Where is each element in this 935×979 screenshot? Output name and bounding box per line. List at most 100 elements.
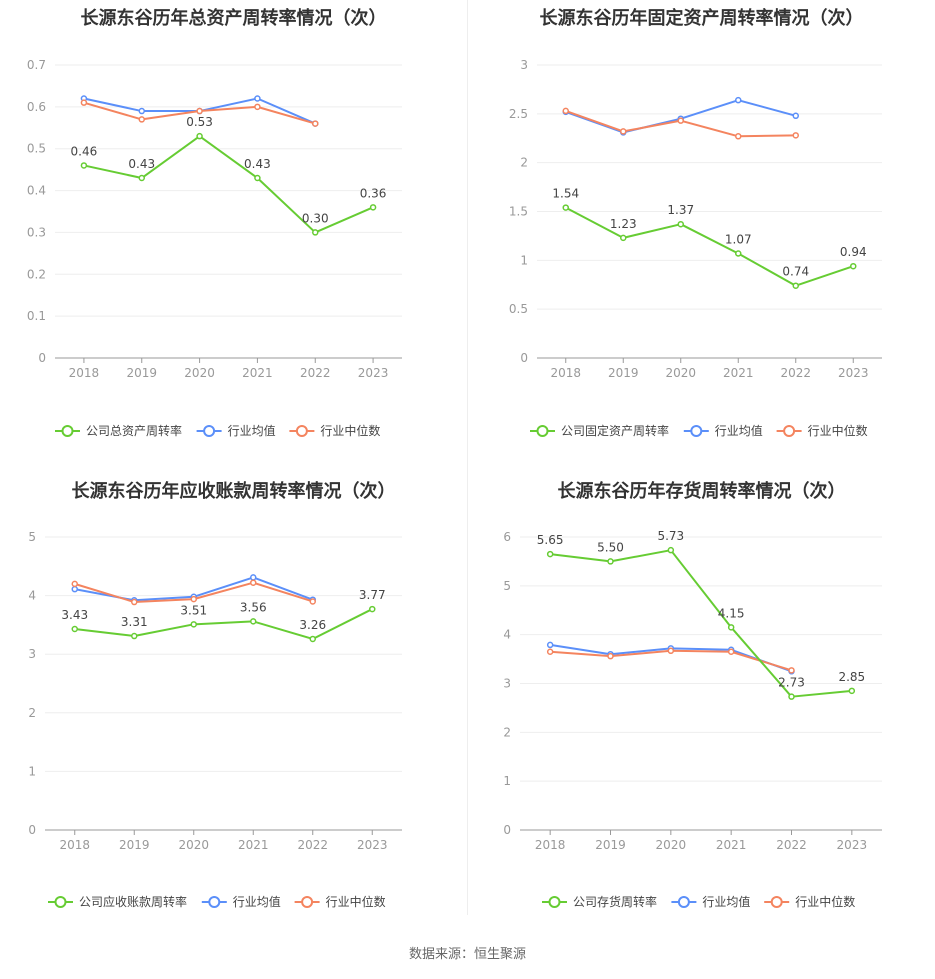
x-tick-label: 2018: [69, 366, 100, 380]
y-tick-label: 0.1: [27, 309, 46, 323]
legend-label: 公司存货周转率: [573, 894, 657, 909]
legend-label: 行业均值: [702, 894, 750, 909]
legend-label: 行业中位数: [326, 894, 386, 909]
legend-label: 公司固定资产周转率: [561, 423, 669, 438]
x-tick-label: 2020: [665, 366, 696, 380]
data-point: [138, 174, 145, 182]
x-tick-label: 2021: [716, 838, 747, 852]
y-tick-label: 0.5: [509, 302, 528, 316]
legend-item: 行业均值: [671, 894, 750, 909]
legend-item: 行业均值: [196, 423, 276, 438]
data-label: 0.30: [302, 211, 329, 225]
data-label: 0.94: [840, 245, 867, 259]
legend-label: 公司总资产周转率: [86, 423, 182, 438]
legend-swatch-marker: [203, 425, 216, 437]
y-tick-label: 3: [28, 647, 36, 661]
data-point: [848, 687, 856, 695]
data-point: [250, 574, 257, 581]
data-point: [792, 112, 799, 120]
legend-item: 行业中位数: [294, 894, 386, 909]
data-point: [71, 625, 78, 633]
series-line: [83, 135, 374, 234]
chart-title: 长源东谷历年存货周转率情况（次）: [557, 481, 846, 502]
x-tick-label: 2020: [656, 838, 687, 852]
data-point: [620, 234, 627, 242]
data-label: 2.73: [778, 676, 805, 690]
data-point: [250, 579, 257, 586]
data-label: 5.73: [657, 529, 684, 543]
data-point: [667, 546, 675, 554]
data-label: 0.46: [71, 144, 98, 158]
legend-label: 行业均值: [715, 423, 763, 438]
data-point: [788, 667, 795, 674]
data-point: [80, 99, 88, 106]
data-source-footer: 数据来源：恒生聚源: [408, 947, 526, 962]
y-tick-label: 2: [520, 156, 528, 170]
y-tick-label: 1: [520, 253, 528, 267]
data-point: [138, 107, 145, 115]
legend-swatch-marker: [770, 896, 783, 908]
data-label: 3.51: [180, 603, 207, 617]
legend-label: 行业中位数: [808, 423, 868, 438]
x-tick-label: 2022: [780, 366, 811, 380]
data-point: [71, 585, 78, 593]
data-point: [546, 641, 554, 649]
y-tick-label: 5: [503, 579, 511, 593]
y-tick-label: 3: [520, 58, 528, 72]
data-point: [369, 204, 377, 211]
x-tick-label: 2019: [595, 838, 626, 852]
x-tick-label: 2021: [723, 366, 754, 380]
legend-item: 行业均值: [201, 894, 281, 909]
y-tick-label: 4: [503, 628, 511, 642]
chart-panel-fixed-asset-turnover: 长源东谷历年固定资产周转率情况（次） 0 0.5 1 1.5 2 2.5 3 2018 2019…: [468, 0, 935, 470]
data-label: 2.85: [838, 670, 865, 684]
data-label: 1.23: [610, 217, 637, 231]
y-tick-label: 0.5: [27, 142, 46, 156]
data-point: [562, 204, 569, 211]
legend-swatch-marker: [61, 425, 74, 437]
chart-title: 长源东谷历年应收账款周转率情况（次）: [71, 481, 396, 502]
chart-total-asset-turnover: 0 0.1 0.2 0.3 0.4 0.5 0.6 0.7 2018 2019 2020 2021 20…: [27, 58, 402, 438]
x-tick-label: 2022: [776, 838, 807, 852]
y-tick-label: 0: [38, 351, 46, 365]
data-point: [196, 132, 203, 140]
chart-title: 长源东谷历年总资产周转率情况（次）: [80, 8, 387, 29]
y-tick-label: 0.4: [27, 184, 46, 198]
series-line: [550, 549, 852, 698]
chart-panel-inventory-turnover: 长源东谷历年存货周转率情况（次） 0 1 2 3 4 5 6 2018 2019 2020 2021…: [468, 470, 935, 940]
series-line: [565, 206, 854, 287]
x-tick-label: 2019: [119, 838, 150, 852]
y-tick-label: 4: [28, 589, 36, 603]
data-point: [735, 250, 742, 257]
x-tick-label: 2023: [358, 366, 389, 380]
x-tick-label: 2023: [357, 838, 388, 852]
x-tick-label: 2018: [535, 838, 566, 852]
x-tick-label: 2022: [300, 366, 331, 380]
y-tick-label: 0: [520, 351, 528, 365]
data-point: [727, 648, 735, 656]
data-label: 0.74: [782, 265, 809, 279]
data-point: [250, 618, 257, 625]
data-label: 0.43: [128, 157, 155, 171]
legend-item: 行业中位数: [289, 423, 380, 438]
data-point: [735, 96, 742, 104]
x-tick-label: 2023: [838, 366, 869, 380]
data-label: 1.54: [552, 187, 579, 201]
data-label: 0.36: [360, 186, 387, 200]
data-point: [80, 162, 88, 169]
data-label: 4.15: [718, 606, 745, 620]
y-tick-label: 2: [503, 725, 511, 739]
legend-swatch-marker: [690, 425, 703, 437]
legend-label: 行业中位数: [320, 423, 380, 438]
legend-item: 行业中位数: [764, 894, 855, 909]
legend-swatch-marker: [54, 896, 67, 908]
data-point: [792, 132, 799, 139]
series-line: [74, 608, 373, 640]
data-point: [850, 262, 857, 270]
data-point: [667, 647, 675, 655]
data-label: 0.53: [186, 115, 213, 129]
data-point: [369, 605, 376, 613]
data-point: [131, 598, 138, 606]
data-point: [254, 95, 261, 102]
data-label: 3.77: [359, 588, 386, 602]
